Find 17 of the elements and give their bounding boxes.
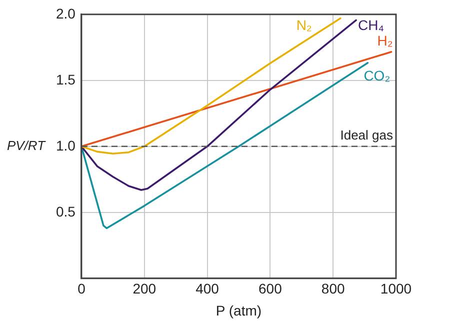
- series-label: H₂: [377, 32, 393, 49]
- y-tick-label: 2.0: [56, 5, 76, 22]
- y-tick-label: 1.0: [56, 137, 76, 154]
- x-tick-label: 800: [321, 280, 345, 297]
- x-tick-label: 0: [78, 280, 86, 297]
- series-label: N₂: [296, 17, 312, 34]
- x-tick-label: 600: [258, 280, 282, 297]
- y-tick-label: 0.5: [56, 203, 76, 220]
- series-label: CH₄: [358, 17, 384, 34]
- series-label: CO₂: [364, 68, 390, 84]
- x-axis-title: P (atm): [216, 302, 262, 318]
- y-tick-label: 1.5: [56, 71, 76, 88]
- x-tick-label: 200: [132, 280, 156, 297]
- ref-line-label: Ideal gas: [340, 127, 394, 142]
- y-axis-title: PV/RT: [6, 138, 46, 154]
- x-tick-label: 400: [196, 280, 220, 297]
- x-tick-label: 1000: [380, 280, 412, 297]
